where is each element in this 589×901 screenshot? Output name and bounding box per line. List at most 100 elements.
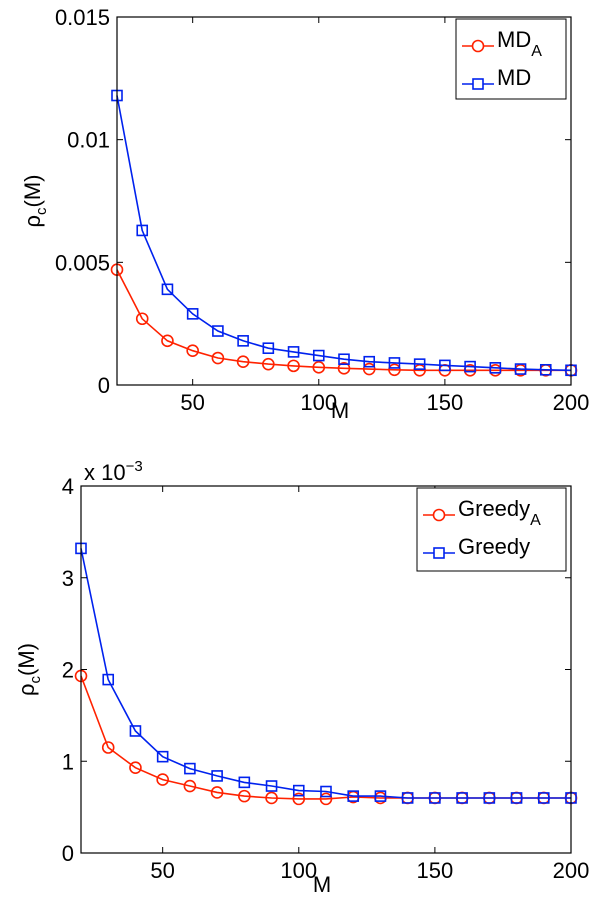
y-tick-label: 0.01 [67,128,110,153]
data-point [363,355,376,368]
data-point [156,750,169,763]
data-point [211,770,223,782]
x-tick-label: 50 [180,390,204,415]
data-point [539,363,552,376]
y-tick-label: 0.005 [55,250,110,275]
y-label-main: ρ [14,683,39,696]
y-tick-label: 0 [98,373,110,398]
y-label-main: ρ [20,215,45,228]
legend-name: Greedy [458,496,530,521]
series-line [116,95,572,372]
data-point [211,351,225,365]
legend-marker [472,78,484,90]
y-tick-label: 2 [62,658,74,683]
y-axis-label: ρc(M) [14,643,44,696]
data-point [483,792,496,804]
x-tick-label: 200 [553,390,589,415]
data-point [161,283,174,296]
data-point [238,789,251,803]
legend-name: MD [497,27,531,52]
data-point [388,363,401,377]
data-point [183,779,197,793]
y-tick-label: 3 [62,566,74,591]
data-point [262,357,275,371]
data-point [135,312,149,326]
data-point [161,334,174,348]
data-point [265,780,278,792]
y-tick-label: 1 [62,749,74,774]
axes-frame [116,16,572,386]
data-point [337,362,351,375]
data-point [292,784,305,797]
data-point [287,346,300,358]
x-tick-label: 100 [280,858,317,883]
data-point [236,355,250,368]
data-point [413,358,426,370]
y-label-sub: c [33,207,50,215]
legend-marker [433,547,445,559]
exponent-power: −3 [126,458,143,475]
legend-label: GreedyA [458,496,541,529]
data-point [210,786,224,799]
data-point [312,361,326,374]
exponent-base: x 10 [84,460,126,485]
data-point [320,785,332,798]
data-point [464,360,476,373]
data-point [319,792,333,806]
series-2 [75,542,577,804]
data-point [102,673,115,686]
data-point [184,762,196,775]
x-tick-label: 100 [300,390,337,415]
x-tick-label: 200 [553,858,589,883]
y-label-tail: (M) [20,175,45,208]
data-point [338,353,350,366]
legend-marker [471,39,485,53]
data-point [489,362,502,374]
data-point [456,792,468,804]
data-point [186,308,199,320]
legend-sub: A [531,43,542,60]
y-label-sub: c [27,675,44,683]
data-point [129,725,142,737]
data-point [312,349,325,362]
data-point [238,776,251,789]
data-point [439,359,451,372]
series-line [116,269,571,372]
legend-sub: A [530,512,541,529]
y-tick-label: 0.015 [55,5,110,30]
data-point [537,792,550,804]
data-point [362,362,376,376]
data-point [237,335,249,347]
legend-name: MD [497,65,531,90]
y-label-tail: (M) [14,643,39,676]
data-point [262,342,275,355]
y-axis-label: ρc(M) [20,175,50,228]
data-point [136,224,149,237]
data-point [287,359,300,373]
series-2 [111,89,577,377]
legend-marker [432,508,446,522]
data-point [374,790,387,802]
legend-label: MD [497,65,531,90]
x-tick-label: 150 [427,390,464,415]
data-point [514,363,527,375]
data-point [292,792,306,806]
y-tick-label: 0 [62,841,74,866]
data-point [429,792,441,804]
data-point [265,791,278,805]
y-tick-label: 4 [62,474,74,499]
data-point [101,741,115,754]
data-point [186,344,199,357]
data-point [212,325,224,337]
x-axis-label: M [313,872,331,897]
legend-label: MDA [497,27,542,60]
data-point [510,792,523,804]
x-tick-label: 50 [150,858,174,883]
data-point [388,357,401,369]
data-point [129,761,142,774]
